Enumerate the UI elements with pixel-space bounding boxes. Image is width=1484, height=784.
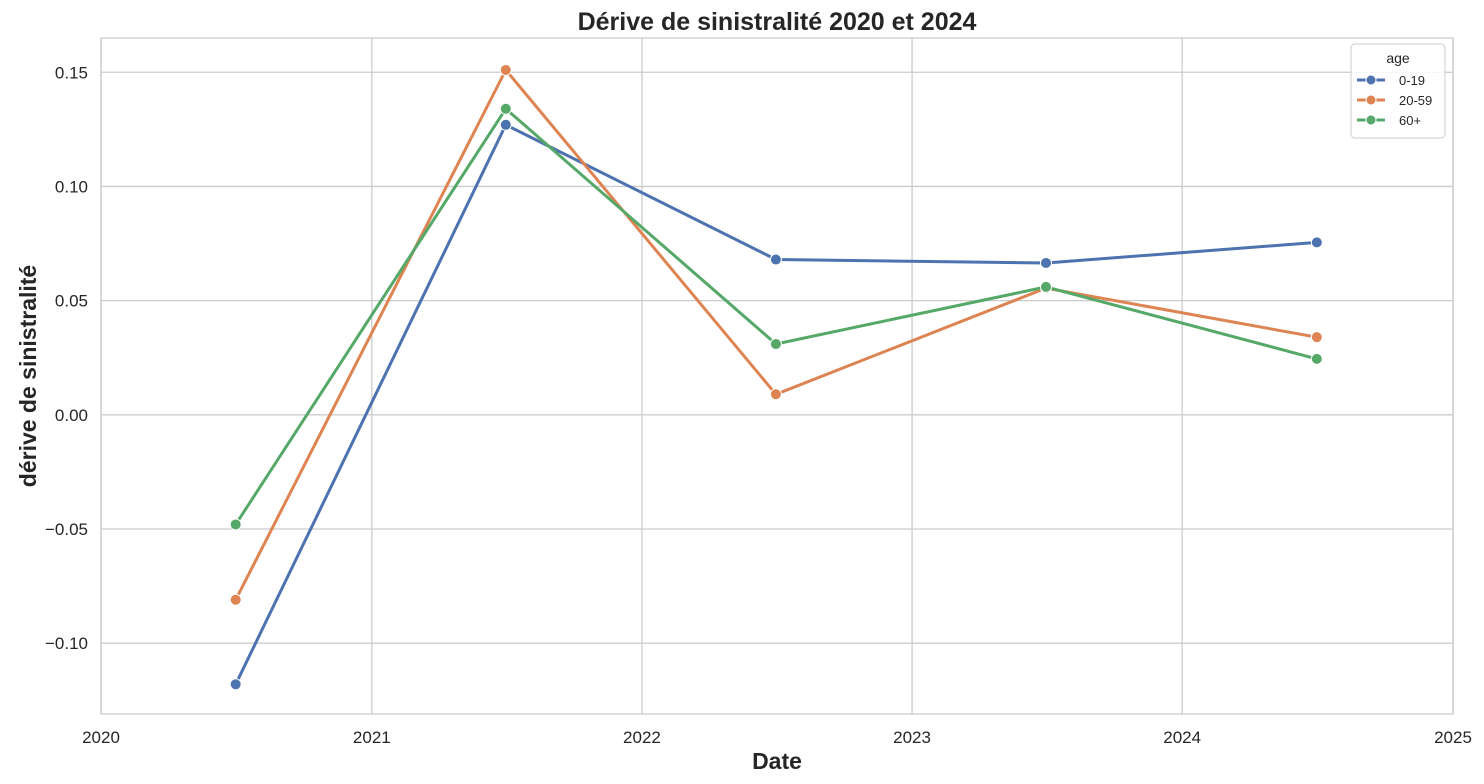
legend-marker xyxy=(1365,74,1377,86)
data-point xyxy=(1310,352,1323,365)
data-point xyxy=(769,388,782,401)
legend-label: 20-59 xyxy=(1399,93,1432,108)
legend-item-20-59: 20-59 xyxy=(1357,93,1432,108)
data-point xyxy=(1310,236,1323,249)
y-tick-label: 0.10 xyxy=(55,177,88,196)
legend-marker xyxy=(1365,94,1377,106)
x-tick-label: 2022 xyxy=(623,728,661,747)
legend-label: 60+ xyxy=(1399,113,1421,128)
data-point xyxy=(499,102,512,115)
series-0-19 xyxy=(229,118,1323,691)
y-tick-label: 0.15 xyxy=(55,63,88,82)
x-tick-label: 2025 xyxy=(1434,728,1472,747)
legend-item-60+: 60+ xyxy=(1357,113,1421,128)
data-point xyxy=(1039,256,1052,269)
legend-title: age xyxy=(1386,50,1410,66)
x-tick-label: 2024 xyxy=(1163,728,1201,747)
data-point xyxy=(769,338,782,351)
x-axis-ticks: 2020 2021 2022 2023 2024 2025 xyxy=(82,728,1472,747)
x-tick-label: 2020 xyxy=(82,728,120,747)
data-point xyxy=(499,63,512,76)
y-axis-ticks: −0.10 −0.05 0.00 0.05 0.10 0.15 xyxy=(45,63,88,653)
legend-item-0-19: 0-19 xyxy=(1357,73,1425,88)
series-layer xyxy=(229,63,1323,691)
data-point xyxy=(229,593,242,606)
legend-items: 0-19 20-59 60+ xyxy=(1357,73,1432,128)
legend: age 0-19 20-59 60+ xyxy=(1350,43,1446,139)
x-tick-label: 2021 xyxy=(353,728,391,747)
y-tick-label: −0.10 xyxy=(45,634,88,653)
legend-label: 0-19 xyxy=(1399,73,1425,88)
plot-frame xyxy=(100,37,1454,715)
legend-marker xyxy=(1365,114,1377,126)
x-axis-label: Date xyxy=(752,748,802,774)
data-point xyxy=(499,118,512,131)
y-tick-label: −0.05 xyxy=(45,520,88,539)
data-point xyxy=(229,518,242,531)
y-axis-label: dérive de sinistralité xyxy=(15,265,41,487)
x-tick-label: 2023 xyxy=(893,728,931,747)
chart-title: Dérive de sinistralité 2020 et 2024 xyxy=(578,8,977,36)
legend-box xyxy=(1350,43,1446,139)
y-tick-label: 0.00 xyxy=(55,406,88,425)
data-point xyxy=(1310,331,1323,344)
y-tick-label: 0.05 xyxy=(55,292,88,311)
data-point xyxy=(1039,280,1052,293)
data-point xyxy=(229,678,242,691)
data-point xyxy=(769,253,782,266)
series-60+ xyxy=(229,102,1323,531)
